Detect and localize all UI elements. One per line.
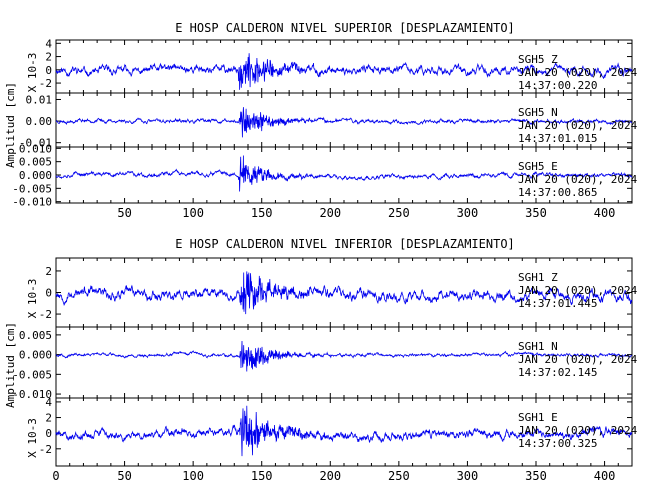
y-tick-label: 2: [45, 265, 52, 278]
x-tick-label: 150: [251, 469, 273, 483]
y-tick-label: 0.010: [19, 142, 52, 155]
time-label: 14:37:00.325: [518, 437, 597, 450]
y-scale-label: X 10-3: [26, 53, 39, 93]
y-axis-label: Amplitud [cm]: [4, 82, 17, 168]
waveform-trace: [55, 53, 633, 90]
x-tick-label: 250: [388, 206, 410, 220]
y-tick-label: 0: [45, 287, 52, 300]
y-tick-label: -0.010: [12, 388, 52, 401]
time-label: 14:37:02.145: [518, 366, 597, 379]
waveform-trace: [55, 107, 633, 138]
x-tick-label: 50: [117, 469, 131, 483]
x-tick-label: 100: [182, 469, 204, 483]
y-tick-label: 2: [45, 51, 52, 64]
figure-inferior: E HOSP CALDERON NIVEL INFERIOR [DESPLAZA…: [4, 237, 515, 408]
figure-title: E HOSP CALDERON NIVEL INFERIOR [DESPLAZA…: [175, 237, 515, 251]
date-label: JAN 20 (020), 2024: [518, 66, 638, 79]
y-tick-label: 0.01: [26, 93, 53, 106]
y-axis-label: Amplitud [cm]: [4, 322, 17, 408]
x-tick-label: 300: [457, 206, 479, 220]
y-tick-label: 0.005: [19, 329, 52, 342]
station-label: SGH5 Z: [518, 53, 558, 66]
y-tick-label: -2: [39, 308, 52, 321]
figure-title: E HOSP CALDERON NIVEL SUPERIOR [DESPLAZA…: [175, 21, 515, 35]
y-tick-label: -2: [39, 443, 52, 456]
y-tick-label: 2: [45, 412, 52, 425]
x-tick-label: 400: [594, 469, 616, 483]
station-label: SGH5 E: [518, 160, 558, 173]
waveform-trace: [55, 340, 633, 372]
x-tick-label: 0: [52, 469, 59, 483]
station-label: SGH1 Z: [518, 271, 558, 284]
y-scale-label: X 10-3: [26, 418, 39, 458]
y-tick-label: 0: [45, 427, 52, 440]
y-tick-label: 0.000: [19, 169, 52, 182]
x-tick-label: 350: [525, 469, 547, 483]
time-label: 14:37:01.015: [518, 132, 597, 145]
y-tick-label: 4: [45, 37, 52, 50]
y-tick-label: -0.005: [12, 182, 52, 195]
date-label: JAN 20 (020), 2024: [518, 284, 638, 297]
station-label: SGH1 E: [518, 411, 558, 424]
y-tick-label: 0: [45, 64, 52, 77]
date-label: JAN 20 (020), 2024: [518, 353, 638, 366]
y-scale-label: X 10-3: [26, 279, 39, 319]
y-tick-label: 4: [45, 396, 52, 409]
x-tick-label: 200: [319, 206, 341, 220]
y-tick-label: -0.010: [12, 196, 52, 209]
time-label: 14:37:00.865: [518, 186, 597, 199]
figure-superior: E HOSP CALDERON NIVEL SUPERIOR [DESPLAZA…: [4, 21, 515, 168]
y-tick-label: -0.005: [12, 368, 52, 381]
x-tick-label: 50: [117, 206, 131, 220]
date-label: JAN 20 (020), 2024: [518, 119, 638, 132]
x-tick-label: 200: [319, 469, 341, 483]
x-tick-label: 400: [594, 206, 616, 220]
y-tick-label: -0.01: [19, 137, 52, 150]
x-tick-label: 100: [182, 206, 204, 220]
y-tick-label: -2: [39, 77, 52, 90]
waveform-trace: [55, 405, 633, 457]
x-tick-label: 350: [525, 206, 547, 220]
x-tick-label: 150: [251, 206, 273, 220]
y-tick-label: 0.00: [26, 115, 53, 128]
waveform-trace: [55, 271, 633, 315]
station-label: SGH5 N: [518, 106, 558, 119]
waveform-trace: [55, 155, 633, 192]
time-label: 14:37:01.445: [518, 297, 597, 310]
y-tick-label: 0.000: [19, 349, 52, 362]
x-tick-label: 300: [457, 469, 479, 483]
x-tick-label: 250: [388, 469, 410, 483]
station-label: SGH1 N: [518, 340, 558, 353]
date-label: JAN 20 (020), 2024: [518, 424, 638, 437]
date-label: JAN 20 (020), 2024: [518, 173, 638, 186]
y-tick-label: 0.005: [19, 156, 52, 169]
time-label: 14:37:00.220: [518, 79, 597, 92]
